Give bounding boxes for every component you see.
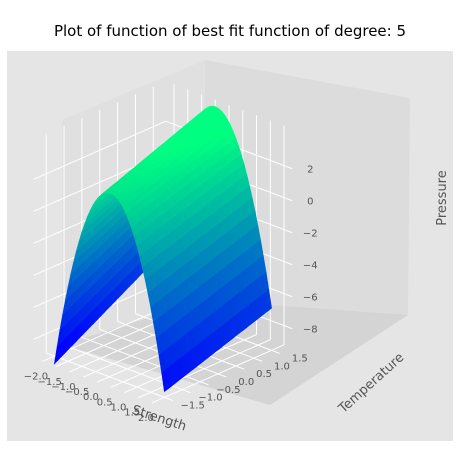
x-tick-label: 1.5 xyxy=(124,408,140,419)
y-tick-label: 0.5 xyxy=(256,369,272,380)
z-axis-label: Pressure xyxy=(435,170,450,226)
y-grid-line-floor xyxy=(81,336,209,386)
x-tick-label: 2.0 xyxy=(138,413,154,424)
z-tick-label: −6 xyxy=(303,293,318,304)
z-tick-label: −4 xyxy=(303,261,318,272)
x-tick-label: −1.5 xyxy=(38,377,62,388)
y-tick-label: 1.5 xyxy=(292,353,308,364)
z-tick-label: 0 xyxy=(307,197,313,208)
y-tick-label: −0.5 xyxy=(216,385,240,396)
tick-labels: −2.0−1.5−1.0−0.50.00.51.01.52.0−1.5−1.0−… xyxy=(24,165,318,424)
z-tick-label: −8 xyxy=(303,325,318,336)
x-tick-label: −1.0 xyxy=(51,382,75,393)
surface xyxy=(53,105,272,393)
z-tick-label: −2 xyxy=(303,229,318,240)
x-tick-label: 0.0 xyxy=(83,392,99,403)
x-tick-label: −0.5 xyxy=(65,387,89,398)
y-tick-label: 1.0 xyxy=(274,361,290,372)
y-tick-label: −1.5 xyxy=(181,401,205,412)
y-tick-label: −1.0 xyxy=(198,393,222,404)
x-tick-label: 1.0 xyxy=(111,403,127,414)
y-grid-line-floor xyxy=(46,352,173,401)
y-tick-label: 0.0 xyxy=(238,377,254,388)
z-tick-label: 2 xyxy=(307,165,313,176)
x-tick-label: −2.0 xyxy=(24,372,48,383)
chart-title: Plot of function of best fit function of… xyxy=(54,22,406,40)
surface-patch xyxy=(161,369,169,393)
x-tick-label: 0.5 xyxy=(97,397,113,408)
